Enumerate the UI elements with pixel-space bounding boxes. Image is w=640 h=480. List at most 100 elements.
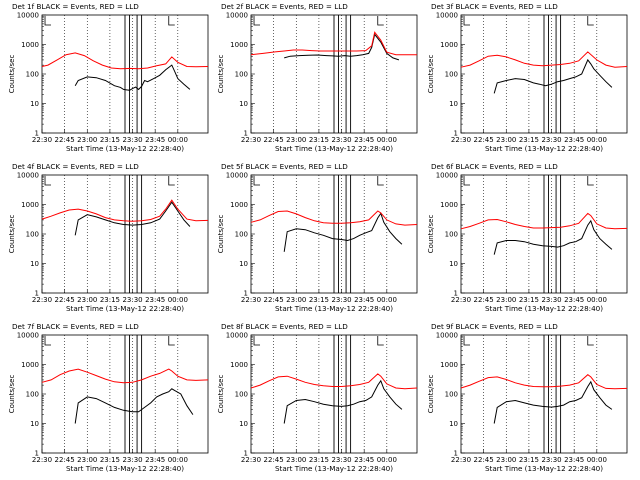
- x-tick-label: 23:45: [564, 456, 584, 464]
- corner-bracket: [253, 176, 261, 186]
- x-tick-label: 23:30: [122, 136, 142, 144]
- corner-bracket: [44, 16, 52, 26]
- x-tick-label: 23:30: [122, 296, 142, 304]
- y-tick-label: 1000: [21, 201, 39, 209]
- y-axis-label: Counts/sec: [427, 55, 435, 94]
- y-tick-label: 10: [239, 420, 248, 428]
- y-tick-label: 10000: [17, 172, 39, 180]
- y-tick-label: 100: [26, 391, 39, 399]
- corner-bracket: [168, 336, 175, 346]
- x-tick-label: 22:30: [32, 456, 52, 464]
- panel-title: Det 5f BLACK = Events, RED = LLD: [221, 162, 348, 171]
- x-tick-label: 23:30: [541, 136, 561, 144]
- panel-3: Det 3f BLACK = Events, RED = LLD 22:30 22:…: [427, 2, 628, 153]
- y-axis-label: Counts/sec: [217, 55, 225, 94]
- corner-bracket: [44, 336, 52, 346]
- x-tick-label: 22:30: [451, 296, 471, 304]
- x-tick-label: 23:00: [286, 456, 306, 464]
- y-tick-label: 1000: [230, 201, 248, 209]
- y-tick-label: 1: [244, 450, 248, 458]
- panel-5: Det 5f BLACK = Events, RED = LLD 22:30 22:…: [217, 162, 418, 313]
- y-tick-label: 100: [26, 231, 39, 239]
- panel-8: Det 8f BLACK = Events, RED = LLD 22:30 22:…: [217, 322, 418, 473]
- series-lld: [41, 199, 209, 222]
- x-tick-label: 22:45: [474, 136, 494, 144]
- y-tick-label: 1000: [21, 41, 39, 49]
- x-tick-label: 23:00: [77, 456, 97, 464]
- series-events: [283, 212, 403, 252]
- series-lld: [460, 51, 628, 68]
- x-tick-label: 22:45: [55, 136, 75, 144]
- x-tick-label: 22:30: [241, 456, 261, 464]
- y-tick-label: 1000: [230, 361, 248, 369]
- y-tick-label: 10000: [226, 332, 248, 340]
- panel-9: Det 9f BLACK = Events, RED = LLD 22:30 22:…: [427, 322, 628, 473]
- panel-7: Det 7f BLACK = Events, RED = LLD 22:30 22:…: [8, 322, 209, 473]
- series-events: [74, 388, 194, 424]
- corner-bracket: [168, 176, 175, 186]
- x-tick-label: 00:00: [377, 456, 397, 464]
- corner-bracket: [168, 16, 175, 26]
- x-tick-label: 23:00: [286, 296, 306, 304]
- x-tick-label: 23:00: [77, 136, 97, 144]
- x-tick-label: 22:45: [264, 456, 284, 464]
- x-tick-label: 23:00: [496, 456, 516, 464]
- corner-bracket: [463, 16, 471, 26]
- y-tick-label: 10000: [17, 332, 39, 340]
- x-tick-label: 22:30: [241, 136, 261, 144]
- x-tick-label: 23:30: [331, 136, 351, 144]
- x-tick-label: 23:45: [145, 296, 165, 304]
- y-tick-label: 1000: [440, 361, 458, 369]
- panel-title: Det 1f BLACK = Events, RED = LLD: [12, 2, 139, 11]
- y-tick-label: 100: [26, 71, 39, 79]
- y-tick-label: 1000: [21, 361, 39, 369]
- x-tick-label: 22:30: [241, 296, 261, 304]
- series-events: [493, 58, 613, 94]
- x-axis-label: Start Time (13-May-12 22:28:40): [275, 464, 393, 473]
- x-tick-label: 22:45: [474, 296, 494, 304]
- y-tick-label: 100: [445, 391, 458, 399]
- y-tick-label: 100: [235, 71, 248, 79]
- x-tick-label: 23:00: [77, 296, 97, 304]
- series-lld: [41, 52, 209, 70]
- x-tick-label: 23:00: [496, 136, 516, 144]
- corner-bracket: [463, 176, 471, 186]
- corner-bracket: [253, 336, 261, 346]
- y-tick-label: 100: [445, 231, 458, 239]
- y-tick-label: 1: [35, 130, 39, 138]
- panel-6: Det 6f BLACK = Events, RED = LLD 22:30 22:…: [427, 162, 628, 313]
- y-axis-label: Counts/sec: [8, 375, 16, 414]
- x-tick-label: 23:30: [122, 456, 142, 464]
- y-tick-label: 10000: [226, 12, 248, 20]
- y-tick-label: 10: [449, 260, 458, 268]
- x-tick-label: 00:00: [168, 296, 188, 304]
- y-tick-label: 1000: [440, 41, 458, 49]
- x-axis-label: Start Time (13-May-12 22:28:40): [275, 304, 393, 313]
- x-tick-label: 23:15: [100, 136, 120, 144]
- y-tick-label: 1: [454, 290, 458, 298]
- x-tick-label: 23:15: [100, 296, 120, 304]
- series-events: [493, 219, 613, 255]
- corner-bracket: [587, 176, 594, 186]
- y-tick-label: 10: [239, 100, 248, 108]
- y-tick-label: 10000: [436, 332, 458, 340]
- y-axis-label: Counts/sec: [217, 215, 225, 254]
- x-tick-label: 00:00: [377, 296, 397, 304]
- corner-bracket: [377, 336, 384, 346]
- y-tick-label: 10: [30, 260, 39, 268]
- y-axis-label: Counts/sec: [427, 215, 435, 254]
- x-tick-label: 22:45: [264, 296, 284, 304]
- y-tick-label: 1: [35, 450, 39, 458]
- y-tick-label: 100: [235, 231, 248, 239]
- x-tick-label: 00:00: [587, 456, 607, 464]
- series-events: [284, 33, 400, 61]
- x-tick-label: 22:30: [451, 456, 471, 464]
- y-axis-label: Counts/sec: [427, 375, 435, 414]
- x-tick-label: 23:30: [541, 296, 561, 304]
- y-tick-label: 10: [239, 260, 248, 268]
- x-tick-label: 22:30: [32, 296, 52, 304]
- x-tick-label: 23:45: [354, 296, 374, 304]
- corner-bracket: [44, 176, 52, 186]
- y-tick-label: 1: [244, 130, 248, 138]
